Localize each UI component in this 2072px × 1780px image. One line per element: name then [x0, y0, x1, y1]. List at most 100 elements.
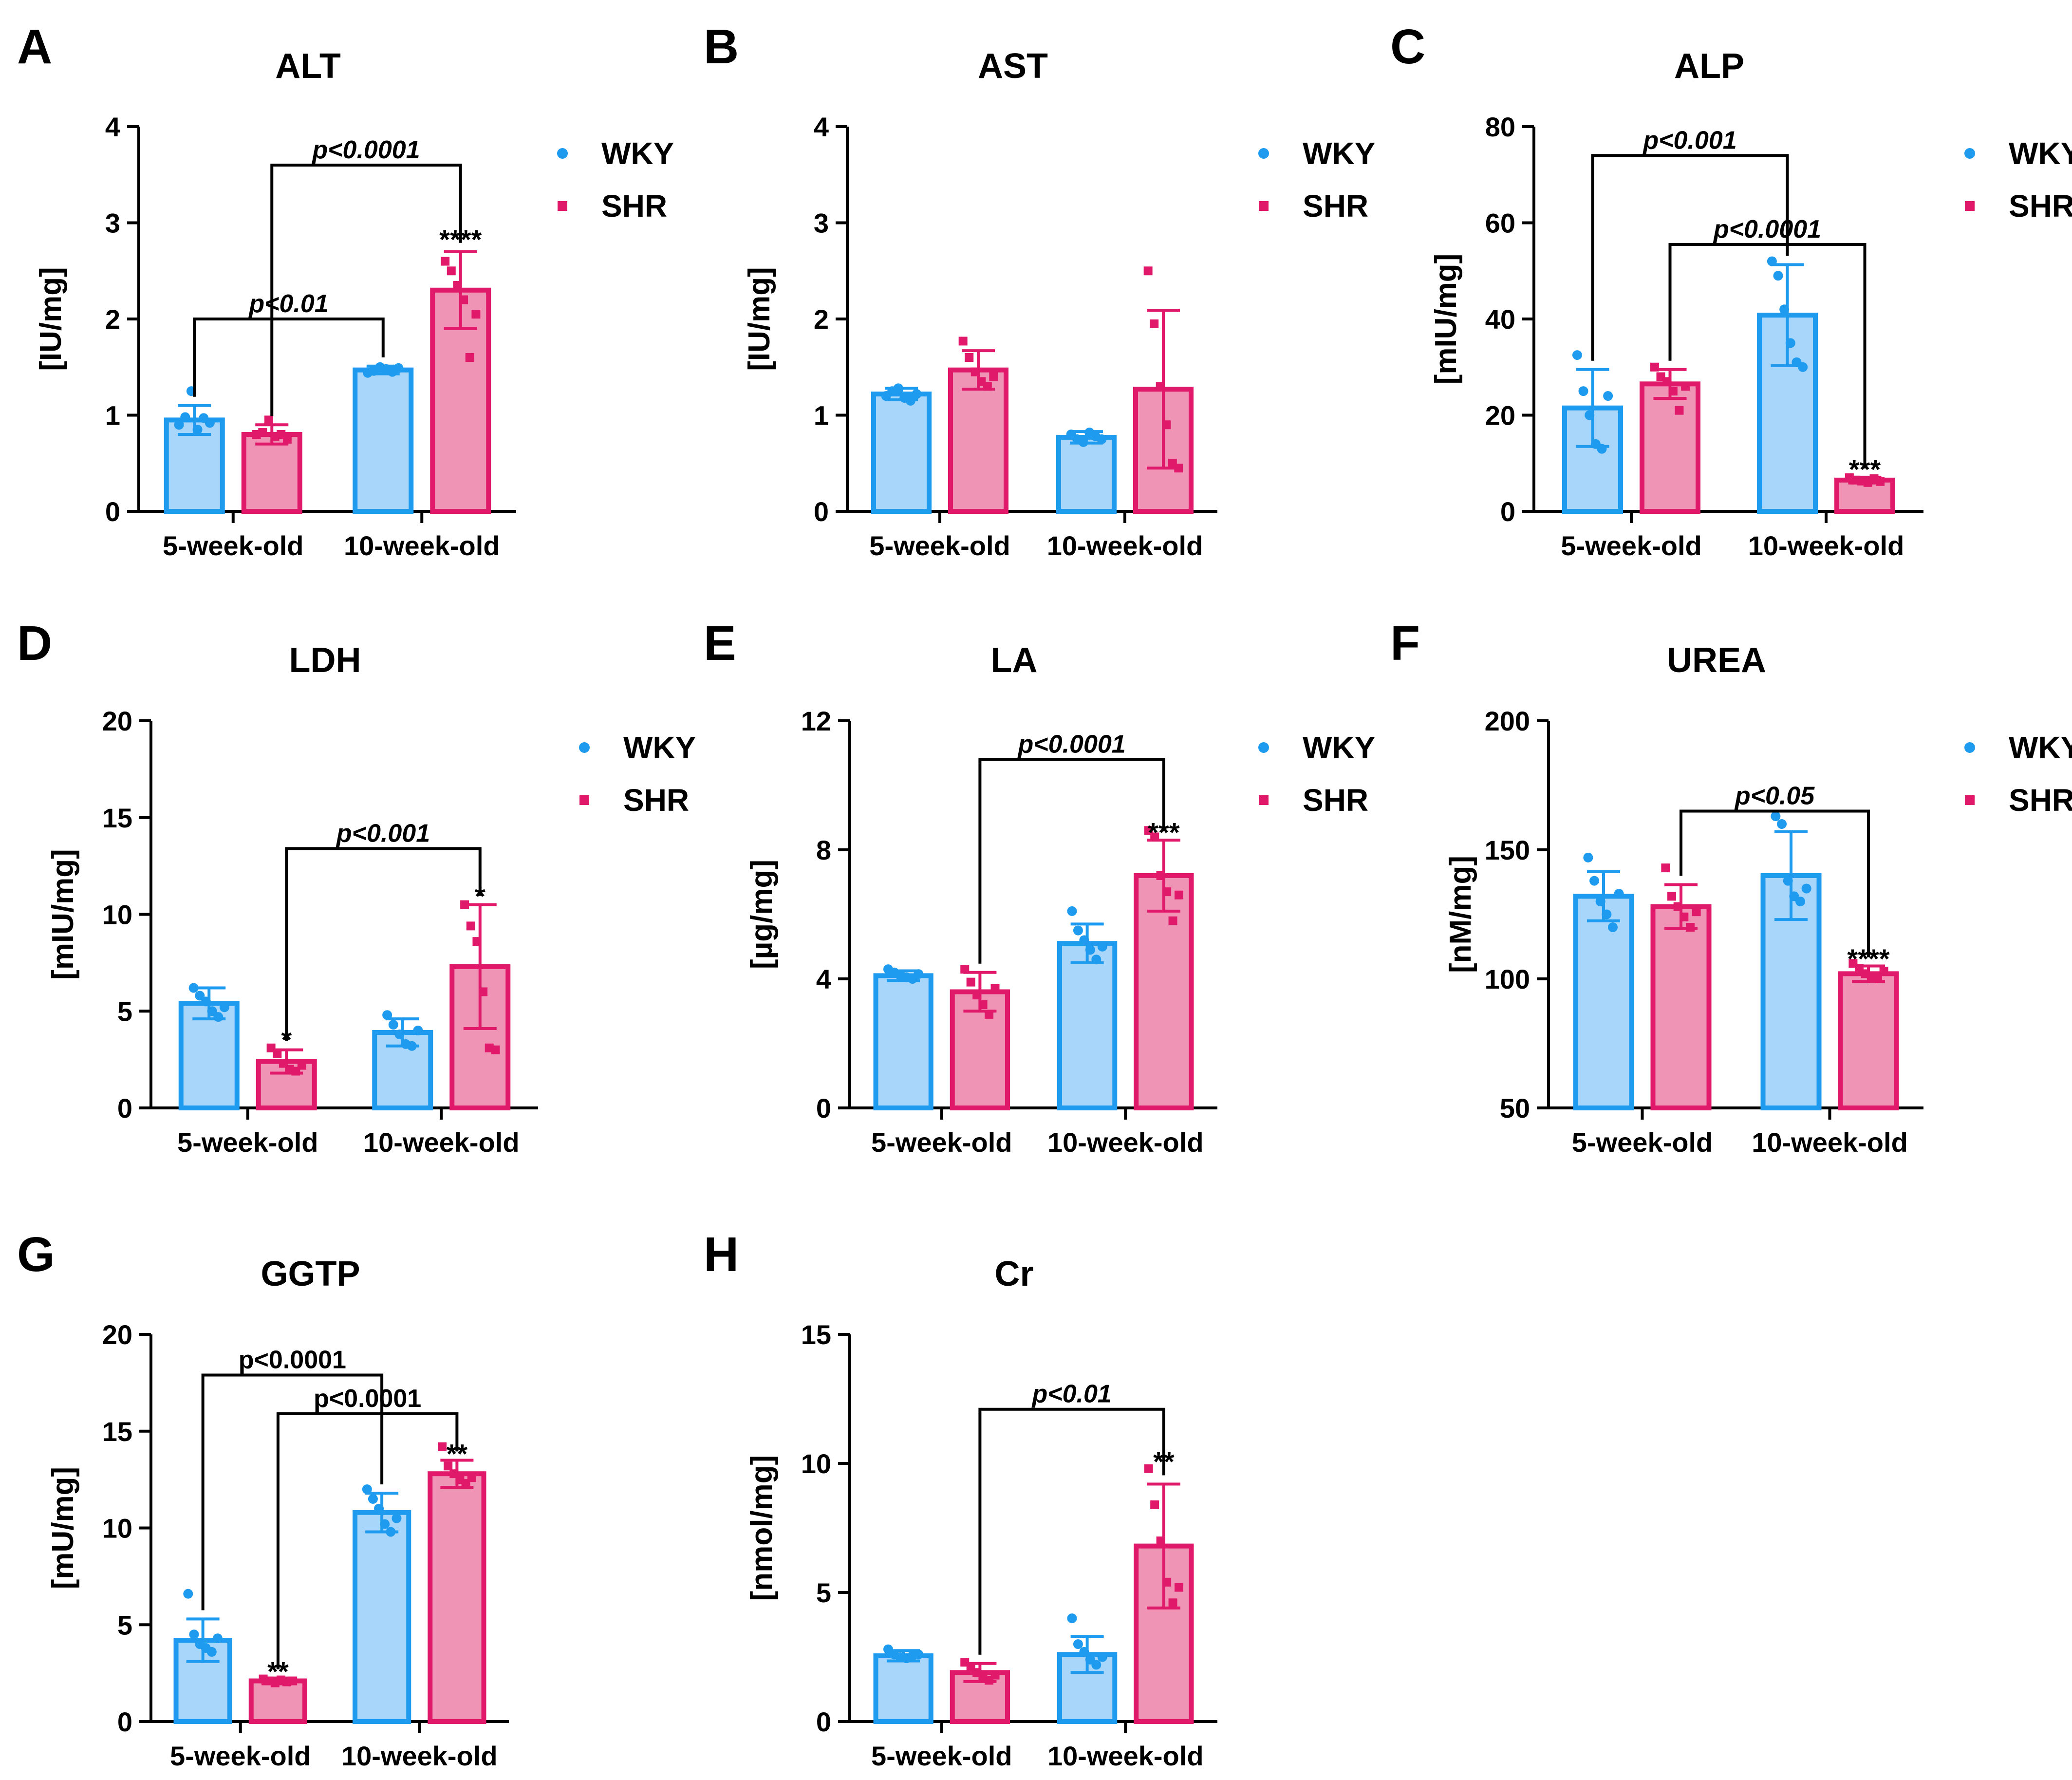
legend-label: SHR	[2009, 783, 2072, 818]
data-point	[1162, 887, 1172, 897]
data-point	[491, 1045, 500, 1054]
data-point	[467, 1473, 476, 1482]
data-point	[1097, 434, 1107, 444]
panel-letter: C	[1390, 19, 1425, 74]
data-point	[1156, 871, 1165, 880]
data-point	[1150, 319, 1159, 328]
y-tick-label: 3	[814, 208, 829, 239]
bar-shr-1	[1838, 971, 1899, 1111]
legend-label: WKY	[2009, 136, 2072, 171]
data-point	[1783, 876, 1793, 886]
data-point	[380, 1519, 390, 1529]
y-axis-label: [µg/mg]	[745, 860, 779, 969]
data-point	[1685, 923, 1695, 932]
data-point	[1572, 350, 1582, 360]
data-point	[1650, 362, 1659, 372]
data-point	[1583, 852, 1593, 862]
data-point	[212, 1633, 223, 1644]
y-tick-label: 150	[1485, 835, 1530, 865]
data-point	[1673, 902, 1682, 911]
legend-marker-shr	[579, 795, 589, 805]
data-point	[460, 900, 469, 909]
data-point	[1876, 477, 1885, 486]
data-point	[258, 428, 267, 437]
y-tick-label: 0	[1500, 496, 1515, 527]
data-point	[960, 965, 970, 974]
data-point	[1602, 909, 1612, 919]
x-tick-label: 10-week-old	[1047, 530, 1203, 561]
legend-label: SHR	[601, 188, 667, 224]
data-point	[1767, 256, 1777, 266]
x-tick-label: 5-week-old	[871, 1127, 1012, 1158]
significance-stars: ****	[439, 224, 482, 255]
x-tick-label: 10-week-old	[1748, 530, 1904, 561]
x-tick-label: 10-week-old	[363, 1127, 520, 1158]
legend-marker-shr	[1259, 201, 1269, 211]
chart-title: LDH	[289, 641, 361, 680]
y-tick-label: 100	[1485, 964, 1530, 994]
y-axis-label: [mIU/mg]	[46, 849, 80, 980]
y-tick-label: 12	[801, 706, 831, 736]
data-point	[394, 1029, 405, 1039]
significance-stars: *	[281, 1024, 292, 1055]
data-point	[206, 1647, 217, 1657]
data-point	[1662, 377, 1672, 386]
data-point	[914, 1649, 924, 1660]
y-axis-label: [nmol/mg]	[745, 1455, 779, 1601]
data-point	[407, 1041, 417, 1051]
legend-label: WKY	[623, 730, 696, 765]
bar-shr-1	[1134, 873, 1194, 1110]
y-tick-label: 50	[1500, 1093, 1530, 1124]
data-point	[459, 295, 468, 304]
bar-shr-0	[1640, 381, 1700, 514]
legend-marker-wky	[579, 742, 590, 753]
data-point	[1156, 382, 1165, 391]
y-axis-label: [IU/mg]	[34, 267, 68, 371]
y-tick-label: 3	[105, 208, 120, 239]
x-tick-label: 10-week-old	[341, 1741, 498, 1771]
data-point	[1798, 362, 1808, 372]
data-point	[368, 1494, 378, 1504]
y-tick-label: 4	[814, 112, 829, 142]
significance-stars: ****	[1847, 943, 1889, 974]
data-point	[1779, 304, 1790, 315]
y-tick-label: 2	[105, 304, 120, 335]
significance-bracket	[1680, 809, 1870, 957]
y-tick-label: 4	[816, 964, 831, 994]
chart-title: UREA	[1667, 641, 1766, 680]
y-tick-label: 0	[117, 1093, 132, 1124]
significance-stars: ***	[1849, 454, 1881, 485]
data-point	[195, 991, 205, 1001]
y-tick-label: 10	[801, 1448, 831, 1479]
bar-wky-1	[1056, 434, 1117, 514]
panel-letter: G	[17, 1227, 55, 1282]
data-point	[453, 281, 462, 290]
data-point	[207, 1006, 217, 1016]
data-point	[1785, 338, 1795, 348]
data-point	[213, 1012, 224, 1022]
data-point	[1614, 889, 1624, 899]
panel-h: H Cr [nmol/mg] 0 5 10 15 5-week-old 10-week-old p…	[704, 1227, 1217, 1771]
x-tick-label: 5-week-old	[869, 530, 1010, 561]
data-point	[1091, 955, 1101, 965]
significance-label: p<0.0001	[239, 1346, 346, 1374]
data-point	[972, 991, 982, 1000]
data-point	[989, 372, 998, 381]
significance-bracket	[978, 1407, 1165, 1655]
data-point	[1773, 271, 1783, 281]
data-point	[188, 983, 199, 993]
significance-stars: ***	[1148, 817, 1180, 848]
chart-title: AST	[978, 47, 1048, 86]
y-tick-label: 20	[102, 706, 132, 736]
y-tick-label: 80	[1485, 112, 1515, 142]
chart-title: Cr	[994, 1255, 1033, 1293]
significance-label: p<0.01	[1031, 1380, 1111, 1408]
data-point	[1091, 1660, 1101, 1670]
data-point	[441, 257, 450, 266]
data-point	[1777, 819, 1787, 829]
panel-b: B AST [IU/mg] 0 1 2 3 4 5-week-old 10-week-old WKY…	[704, 19, 1375, 561]
data-point	[1879, 967, 1888, 976]
x-tick-label: 5-week-old	[170, 1741, 311, 1771]
data-point	[1150, 1500, 1159, 1509]
